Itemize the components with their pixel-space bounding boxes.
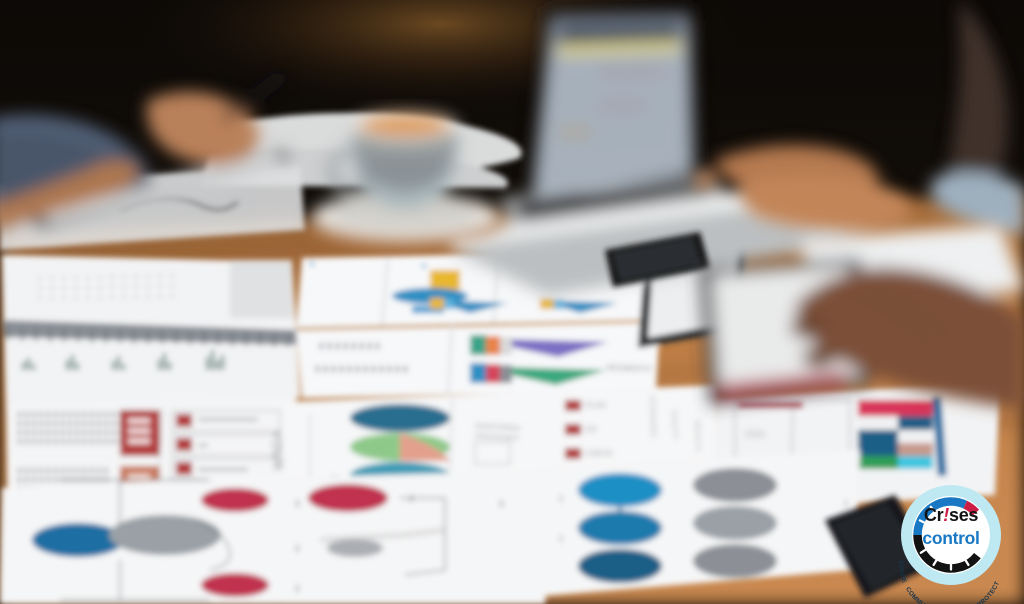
svg-text:DO: DO: [585, 425, 597, 434]
svg-text:SEGMENTO: SEGMENTO: [606, 363, 652, 374]
svg-text:QUALITY: QUALITY: [670, 410, 678, 441]
svg-text:STANDARDS: STANDARDS: [648, 395, 656, 438]
svg-text:control: control: [922, 528, 979, 548]
svg-text:RESULTS: RESULTS: [693, 420, 701, 452]
svg-text:PLAN: PLAN: [585, 401, 606, 410]
svg-text:CHECK: CHECK: [585, 449, 614, 458]
svg-text:Cr!ses: Cr!ses: [924, 505, 979, 525]
